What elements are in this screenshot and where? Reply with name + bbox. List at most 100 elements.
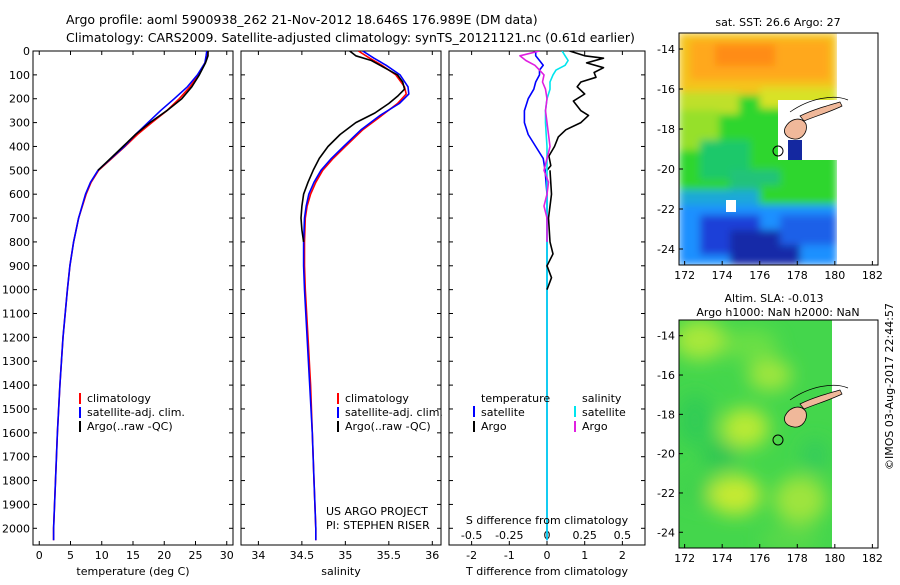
map-x-tick-label: 180: [824, 269, 845, 282]
y-tick-label: 1100: [2, 308, 30, 321]
legend-label-t-satellite: satellite: [481, 406, 525, 419]
map-y-tick-label: -24: [657, 243, 675, 256]
y-tick-label: 1200: [2, 331, 30, 344]
y-tick-label: 1300: [2, 355, 30, 368]
x-tick-label: -1: [504, 549, 515, 562]
y-tick-label: 1600: [2, 427, 30, 440]
series-line: [519, 51, 551, 242]
difference-legend: temperature satellite Argo salinity sate…: [473, 392, 626, 433]
legend-label-t-argo: Argo: [481, 420, 507, 433]
y-tick-label: 1000: [2, 284, 30, 297]
sst-map-title: sat. SST: 26.6 Argo: 27: [715, 16, 840, 29]
salinity-series: [300, 51, 410, 541]
map-x-tick-label: 174: [712, 552, 733, 565]
temperature-xlabel: temperature (deg C): [76, 565, 189, 578]
y-tick-label: 300: [9, 117, 30, 130]
header-line-1: Argo profile: aoml 5900938_262 21-Nov-20…: [66, 12, 538, 27]
y-tick-label: 900: [9, 260, 30, 273]
y-tick-label: 700: [9, 212, 30, 225]
x-tick-label: 36: [425, 549, 439, 562]
sla-map-axes: 172 174 176 178 180 182 -14 -16 -18 -20 -22 -24: [657, 330, 883, 565]
temperature-series: [52, 51, 209, 541]
series-line: [546, 170, 554, 290]
map-y-tick-label: -24: [657, 526, 675, 539]
map-y-tick-label: -18: [657, 123, 675, 136]
temperature-legend: climatology satellite-adj. clim. Argo(..…: [79, 392, 185, 433]
legend-label-climatology: climatology: [345, 392, 409, 405]
y-tick-label: 1500: [2, 403, 30, 416]
x-tick-label: 5: [67, 549, 74, 562]
map-x-tick-label: 182: [862, 552, 883, 565]
header-line-2: Climatology: CARS2009. Satellite-adjuste…: [66, 30, 635, 45]
difference-axes: -2 -1 0 1 2-0.5 -0.25 0 0.25 0.5: [449, 50, 645, 562]
map-x-tick-label: 172: [674, 269, 695, 282]
map-x-tick-label: 180: [824, 552, 845, 565]
map-x-tick-label: 176: [749, 269, 770, 282]
x-tick-label: 15: [126, 549, 140, 562]
y-tick-label: 2000: [2, 522, 30, 535]
map-y-tick-label: -20: [657, 163, 675, 176]
x-tick-label: 35.5: [377, 549, 402, 562]
series-line: [97, 51, 209, 171]
y-tick-label: 1800: [2, 475, 30, 488]
imos-credit: ©IMOS 03-Aug-2017 22:44:57: [883, 303, 896, 470]
map-y-tick-label: -18: [657, 408, 675, 421]
sla-map-frame: [678, 319, 879, 549]
map-x-tick-label: 178: [787, 269, 808, 282]
argo-position-marker: [772, 145, 784, 157]
sla-map-field: [679, 320, 878, 548]
pi-annotation: PI: STEPHEN RISER: [326, 519, 430, 532]
x-tick-label: 20: [157, 549, 171, 562]
salinity-legend: climatology satellite-adj. clim. Argo(..…: [337, 392, 443, 433]
x-tick-label: 35: [338, 549, 352, 562]
difference-xlabel-top: S difference from climatology: [466, 514, 629, 527]
map-x-tick-label: 172: [674, 552, 695, 565]
x-tick-label: 34.5: [290, 549, 315, 562]
legend-label-s-satellite: satellite: [582, 406, 626, 419]
legend-label-argo: Argo(..raw -QC): [87, 420, 173, 433]
y-tick-label: 1900: [2, 498, 30, 511]
y-tick-label: 600: [9, 188, 30, 201]
argo-position-marker: [772, 434, 784, 446]
temperature-axes: 0 5 10 15 20 25 300100200300400500600700800900…: [2, 45, 234, 562]
x-tick-label: 1: [581, 549, 588, 562]
map-y-tick-label: -20: [657, 448, 675, 461]
series-line: [300, 51, 406, 243]
sst-map-frame: [678, 32, 879, 266]
sla-map-title-1: Altim. SLA: -0.013: [724, 292, 823, 305]
legend-label-satellite: satellite-adj. clim.: [345, 406, 443, 419]
y-tick-label: 1700: [2, 451, 30, 464]
map-y-tick-label: -14: [657, 330, 675, 343]
map-y-tick-label: -22: [657, 203, 675, 216]
map-x-tick-label: 182: [862, 269, 883, 282]
map-y-tick-label: -14: [657, 43, 675, 56]
series-line: [302, 51, 410, 541]
legend-label-s-argo: Argo: [582, 420, 608, 433]
legend-label-argo: Argo(..raw -QC): [345, 420, 431, 433]
salinity-xlabel: salinity: [321, 565, 361, 578]
series-line: [523, 51, 548, 541]
legend-label-satellite: satellite-adj. clim.: [87, 406, 185, 419]
x-tick-label: 34: [251, 549, 265, 562]
salinity-panel-frame: [240, 50, 442, 546]
legend-title-salinity: salinity: [582, 392, 622, 405]
sst-map-field: [679, 33, 878, 265]
series-line: [544, 51, 569, 541]
difference-xlabel: T difference from climatology: [465, 565, 628, 578]
y-tick-label: 500: [9, 164, 30, 177]
legend-label-climatology: climatology: [87, 392, 151, 405]
s-tick-label: -0.5: [461, 529, 482, 542]
s-tick-label: 0.25: [572, 529, 597, 542]
difference-series: [519, 51, 605, 541]
x-tick-label: 10: [95, 549, 109, 562]
sla-map-title-2: Argo h1000: NaN h2000: NaN: [696, 306, 859, 319]
x-tick-label: 30: [220, 549, 234, 562]
x-tick-label: -2: [466, 549, 477, 562]
map-y-tick-label: -16: [657, 83, 675, 96]
sst-map-axes: 172 174 176 178 180 182 -14 -16 -18 -20 -22 -24: [657, 43, 883, 282]
series-line: [546, 51, 605, 171]
temperature-panel-frame: [32, 50, 234, 546]
salinity-axes: 34 34.5 35 35.5 36: [241, 50, 441, 562]
